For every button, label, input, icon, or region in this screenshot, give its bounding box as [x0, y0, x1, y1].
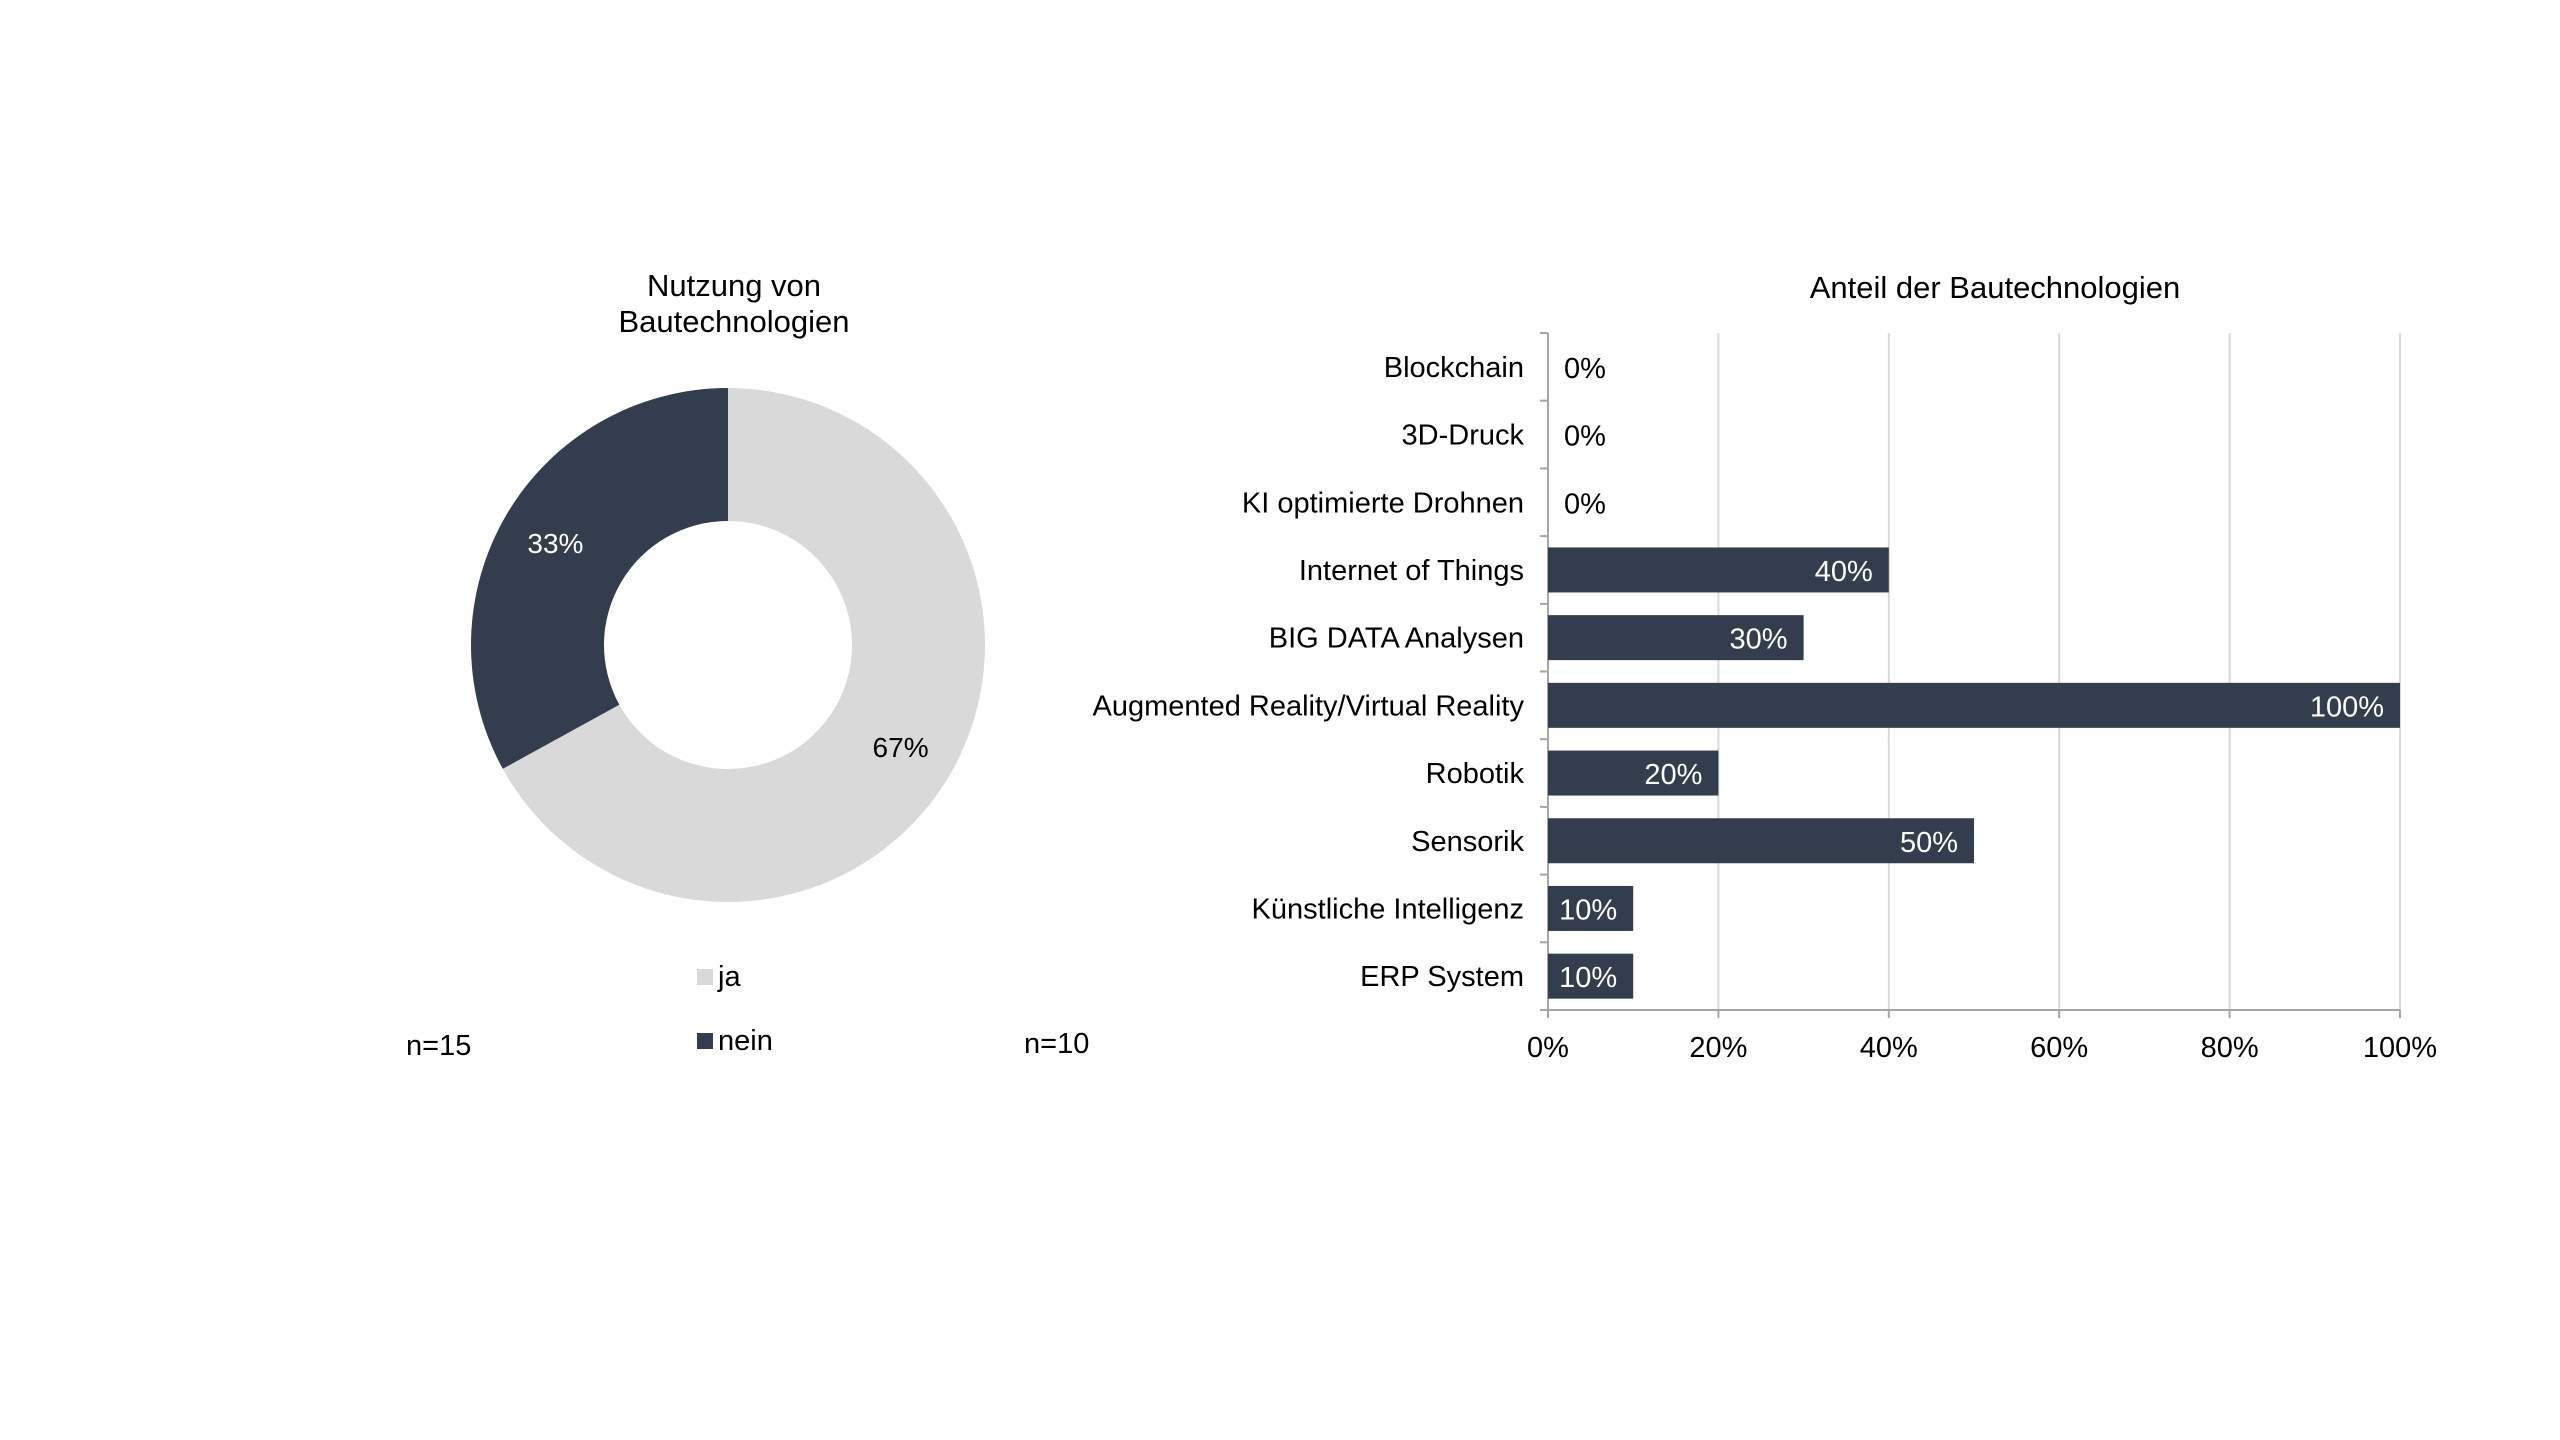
category-label: Augmented Reality/Virtual Reality	[1093, 690, 1525, 722]
x-tick-label: 40%	[1860, 1032, 1918, 1064]
bar	[1548, 953, 1634, 999]
category-label: Internet of Things	[1299, 555, 1524, 587]
bar	[1548, 885, 1634, 931]
bar-chart: Anteil der Bautechnologien 0% 20% 40% 60% 80%…	[1093, 270, 2438, 1064]
bar-value-label: 10%	[1559, 894, 1617, 926]
legend-swatch-nein	[697, 1033, 713, 1049]
legend-swatch-ja	[697, 969, 713, 985]
sample-size-left: n=15	[406, 1030, 472, 1062]
bar	[1548, 818, 1974, 864]
donut-slice-value-label: 33%	[527, 528, 583, 559]
category-label: Blockchain	[1384, 352, 1524, 384]
x-tick-label: 0%	[1527, 1032, 1569, 1064]
category-label: 3D-Druck	[1402, 420, 1525, 452]
bar-value-label: 40%	[1815, 556, 1873, 588]
donut-slice-nein	[470, 388, 728, 769]
category-label: KI optimierte Drohnen	[1242, 487, 1524, 519]
sample-size-right: n=10	[1024, 1028, 1090, 1060]
bar-value-label: 100%	[2310, 691, 2384, 723]
bar-value-label: 50%	[1900, 827, 1958, 859]
bar-value-label: 0%	[1564, 488, 1606, 520]
legend-label-nein: nein	[718, 1025, 773, 1057]
bar	[1548, 547, 1889, 593]
x-tick-label: 80%	[2201, 1032, 2259, 1064]
bar-value-label: 10%	[1559, 962, 1617, 994]
category-label: Robotik	[1426, 758, 1525, 790]
bar-chart-title: Anteil der Bautechnologien	[1810, 270, 2181, 305]
bar	[1548, 750, 1719, 796]
category-label: BIG DATA Analysen	[1269, 623, 1524, 655]
x-tick-label: 60%	[2030, 1032, 2088, 1064]
bar-value-label: 20%	[1644, 759, 1702, 791]
donut-slice-ja	[502, 388, 985, 902]
bar-value-label: 0%	[1564, 421, 1606, 453]
x-tick-label: 20%	[1689, 1032, 1747, 1064]
bar	[1548, 615, 1804, 661]
donut-title-line: Nutzung von	[647, 268, 821, 303]
category-label: Künstliche Intelligenz	[1252, 893, 1524, 925]
category-label: Sensorik	[1411, 826, 1524, 858]
bar-value-label: 30%	[1730, 624, 1788, 656]
category-label: ERP System	[1360, 961, 1524, 993]
donut-title-line: Bautechnologien	[619, 304, 850, 339]
bar-value-label: 0%	[1564, 353, 1606, 385]
donut-slice-value-label: 67%	[873, 732, 929, 763]
x-tick-label: 100%	[2363, 1032, 2437, 1064]
bar	[1548, 682, 2400, 728]
legend-label-ja: ja	[717, 961, 741, 993]
